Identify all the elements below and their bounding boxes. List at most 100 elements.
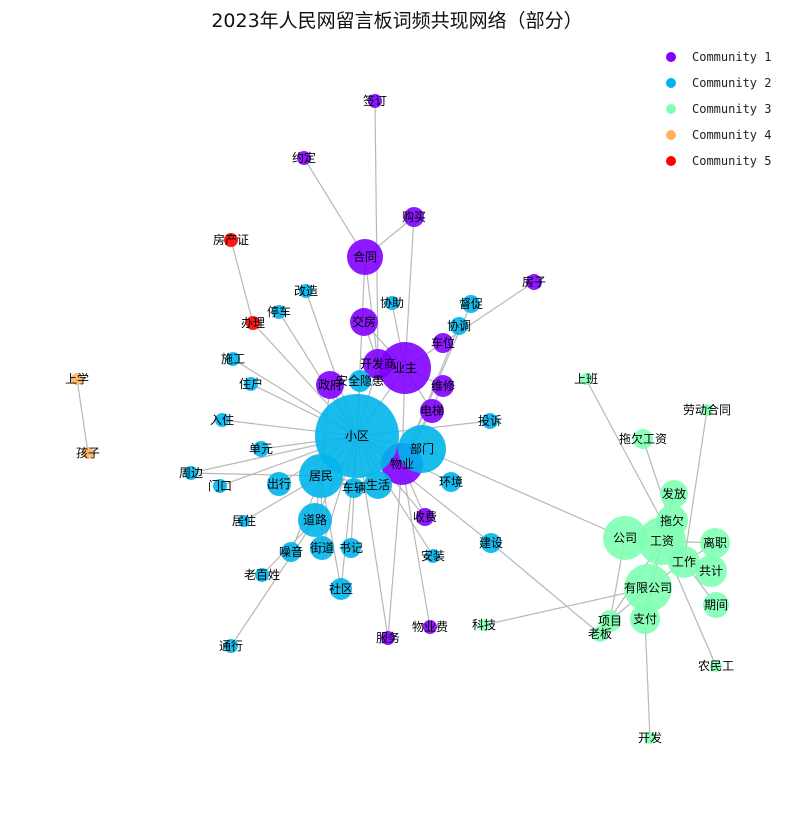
node-label: 项目 — [598, 614, 622, 628]
node — [433, 333, 453, 353]
legend-item: Community 4 — [660, 122, 771, 148]
node-label: 入住 — [210, 413, 234, 427]
node — [344, 478, 364, 498]
node — [299, 284, 313, 298]
node-label: 生活 — [366, 478, 390, 492]
edge — [303, 157, 366, 258]
node — [341, 538, 361, 558]
edge — [490, 542, 601, 635]
node-label: 电梯 — [420, 404, 444, 418]
node — [224, 233, 238, 247]
node-label: 部门 — [410, 441, 434, 456]
node — [462, 295, 480, 313]
legend-marker — [666, 78, 676, 88]
node-label: 劳动合同 — [683, 402, 731, 417]
node — [246, 316, 260, 330]
legend-label: Community 1 — [692, 50, 772, 64]
node — [364, 471, 392, 499]
node-label: 业主 — [393, 361, 417, 375]
node — [644, 732, 656, 744]
edge — [76, 378, 89, 454]
node-label: 居民 — [309, 469, 333, 483]
node — [624, 564, 672, 612]
node — [347, 239, 383, 275]
node-label: 约定 — [292, 150, 316, 165]
node-label: 上学 — [65, 371, 89, 386]
node — [226, 352, 240, 366]
node-label: 老百姓 — [244, 568, 280, 582]
node-label: 维修 — [431, 378, 455, 393]
node-label: 房产证 — [213, 232, 249, 247]
node — [238, 515, 250, 527]
node — [703, 592, 729, 618]
node — [213, 479, 227, 493]
node — [310, 536, 334, 560]
node — [82, 447, 94, 459]
legend-label: Community 4 — [692, 128, 772, 142]
node-label: 通行 — [219, 639, 243, 653]
edge — [483, 587, 649, 626]
node — [599, 610, 621, 632]
node-label: 门口 — [208, 478, 232, 493]
node-label: 政府 — [318, 377, 342, 392]
node — [267, 472, 291, 496]
node-label: 噪音 — [279, 544, 303, 559]
node — [71, 373, 83, 385]
legend-label: Community 2 — [692, 76, 772, 90]
node-label: 投诉 — [478, 413, 502, 428]
node-label: 签订 — [363, 93, 387, 108]
node-label: 开发商 — [360, 356, 396, 371]
node-label: 有限公司 — [624, 581, 672, 595]
edge — [644, 618, 651, 739]
node-layer — [71, 94, 730, 744]
node — [633, 429, 653, 449]
node-label: 施工 — [221, 352, 245, 366]
node-label: 支付 — [633, 612, 657, 626]
node — [350, 308, 378, 336]
node — [592, 626, 608, 642]
node-label: 安装 — [421, 548, 445, 563]
node-label: 合同 — [353, 249, 377, 264]
edge — [230, 519, 316, 647]
node-label: 物业 — [390, 457, 414, 471]
node — [450, 317, 468, 335]
node — [385, 296, 399, 310]
node-label: 办理 — [241, 315, 265, 330]
edge — [387, 463, 403, 639]
node-label: 改造 — [294, 284, 318, 298]
node — [695, 555, 727, 587]
node-label: 孩子 — [76, 446, 100, 460]
node — [299, 454, 343, 498]
node-label: 车辆 — [342, 480, 366, 495]
node-label: 街道 — [310, 541, 334, 555]
legend-item: Community 5 — [660, 148, 771, 174]
legend-marker — [666, 130, 676, 140]
node-label: 上班 — [574, 372, 598, 386]
node — [272, 305, 286, 319]
node-label: 协调 — [447, 318, 471, 333]
node — [416, 508, 434, 526]
node-label: 拖欠 — [660, 513, 684, 528]
node-label: 住户 — [239, 376, 263, 391]
legend-item: Community 3 — [660, 96, 771, 122]
node-label: 安全隐患 — [336, 373, 384, 388]
node — [701, 404, 713, 416]
edge — [401, 463, 431, 628]
node — [481, 533, 501, 553]
node-label: 车位 — [431, 335, 455, 350]
edge — [230, 239, 254, 324]
node-label: 房子 — [522, 274, 546, 289]
legend-label: Community 5 — [692, 154, 772, 168]
node-label: 服务 — [376, 630, 400, 645]
node-label: 公司 — [613, 531, 637, 545]
legend-marker — [666, 52, 676, 62]
node — [184, 466, 198, 480]
node — [315, 394, 399, 478]
node — [630, 604, 660, 634]
node-label: 交房 — [352, 314, 376, 329]
node-label: 购买 — [402, 209, 426, 224]
node — [432, 375, 454, 397]
node-label: 农民工 — [698, 659, 734, 673]
node — [253, 441, 269, 457]
node — [580, 373, 592, 385]
